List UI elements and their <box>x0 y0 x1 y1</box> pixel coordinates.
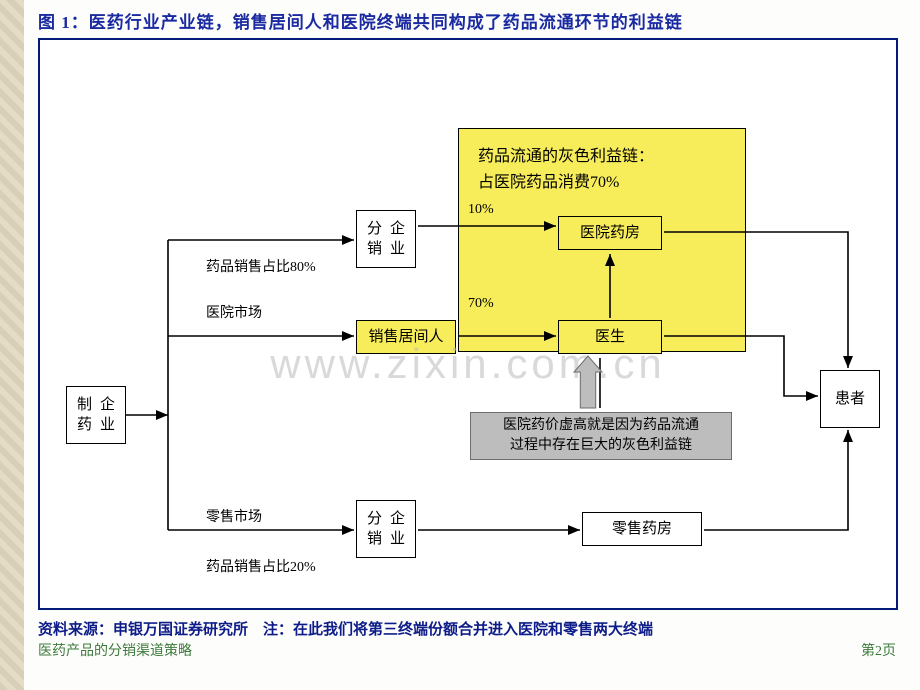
figure-caption: 资料来源：申银万国证券研究所 注：在此我们将第三终端份额合并进入医院和零售两大终… <box>38 618 653 639</box>
highlight-head1: 药品流通的灰色利益链： <box>478 142 654 166</box>
annot-sale20: 药品销售占比20% <box>206 556 316 576</box>
highlight-head2: 占医院药品消费70% <box>478 168 619 192</box>
callout-box: 医院药价虚高就是因为药品流通过程中存在巨大的灰色利益链 <box>470 412 732 460</box>
node-dist-lower: 分销企业 <box>356 500 416 558</box>
annot-10pct: 10% <box>468 202 494 218</box>
figure-title: 图 1：医药行业产业链，销售居间人和医院终端共同构成了药品流通环节的利益链 <box>38 8 683 33</box>
footer-left: 医药产品的分销渠道策略 <box>38 640 192 660</box>
annot-retmkt: 零售市场 <box>206 506 262 526</box>
node-retail: 零售药房 <box>582 512 702 546</box>
annot-70pct: 70% <box>468 296 494 312</box>
node-maker: 制药企业 <box>66 386 126 444</box>
node-dist-upper: 分销企业 <box>356 210 416 268</box>
watermark: www.zixin.com.cn <box>40 340 896 388</box>
node-hosp-phar: 医院药房 <box>558 216 662 250</box>
annot-hospmkt: 医院市场 <box>206 302 262 322</box>
decorative-strip <box>0 0 24 690</box>
footer-right: 第2页 <box>861 640 896 660</box>
annot-sale80: 药品销售占比80% <box>206 256 316 276</box>
diagram-frame: 药品流通的灰色利益链： 占医院药品消费70% 医院药价虚高就是因为药品流通过程中… <box>38 38 898 610</box>
